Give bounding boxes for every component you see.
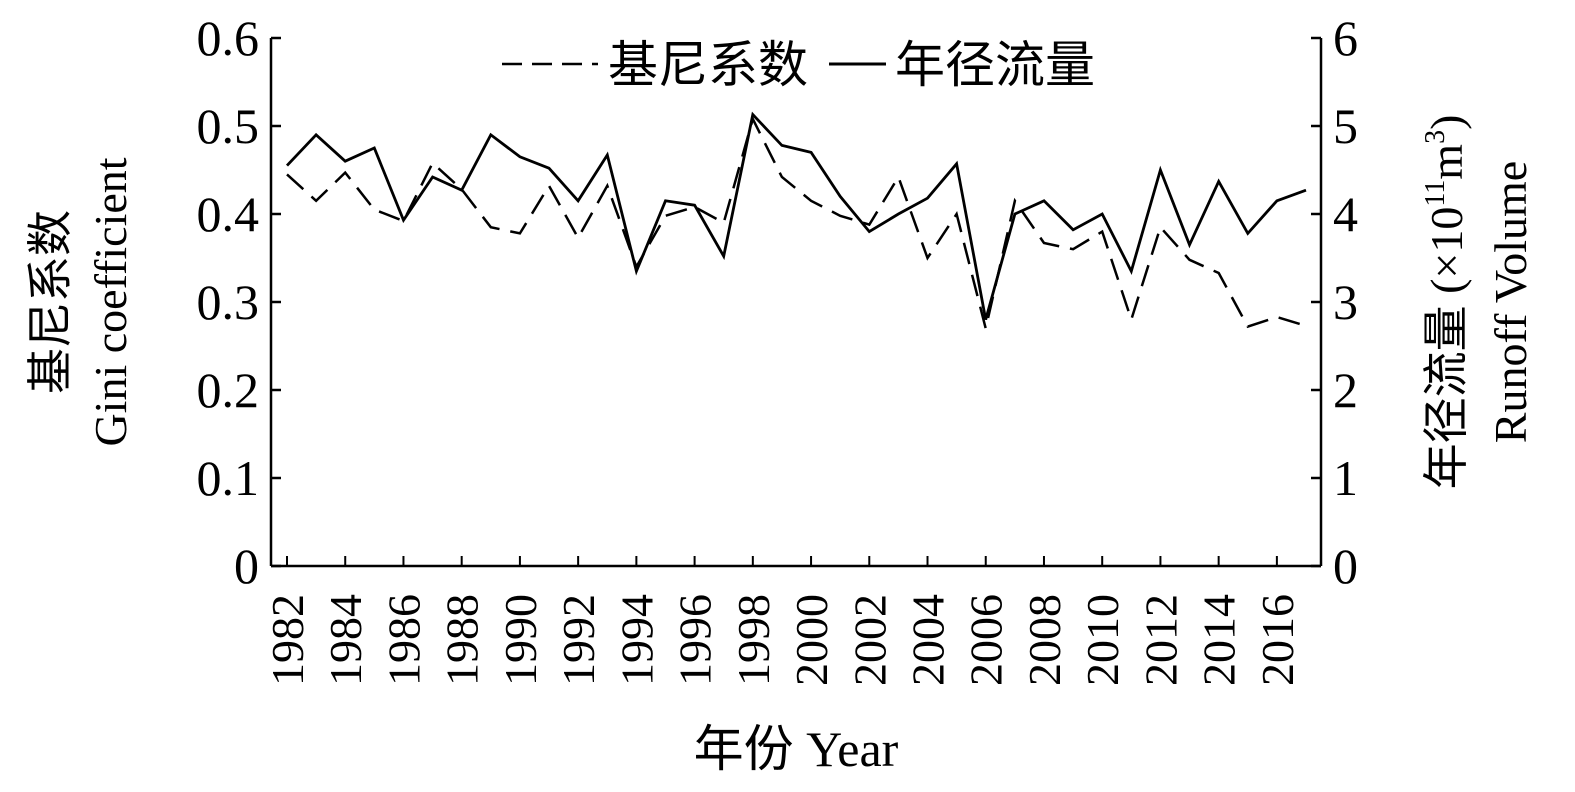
x-ticks: 1982 1984 1986 1988 1990 1992 1994 1996 1998 2000… [262,556,1303,686]
right-y-tick-label: 4 [1333,186,1358,242]
left-y-axis-title-en: Gini coefficient [85,157,136,446]
x-tick-label: 2014 [1194,594,1245,686]
left-y-tick-label: 0 [234,538,259,594]
left-y-tick-label: 0.2 [197,362,260,418]
x-tick-label: 1996 [670,594,721,686]
left-y-tick-label: 0.6 [197,10,260,66]
x-tick-label: 1990 [495,594,546,686]
left-y-axis-title-zh: 基尼系数 [25,210,76,394]
x-axis-title: 年份 Year [694,721,899,777]
left-y-tick-label: 0.1 [197,450,260,506]
x-tick-label: 2004 [903,594,954,686]
right-y-tick-label: 6 [1333,10,1358,66]
left-y-tick-label: 0.4 [197,186,260,242]
x-tick-label: 1992 [553,594,604,686]
x-tick-label: 1986 [378,594,429,686]
left-y-tick-label: 0.5 [197,98,260,154]
right-y-tick-label: 1 [1333,450,1358,506]
legend: 基尼系数 年径流量 [502,37,1095,93]
right-y-ticks: 0 1 2 3 4 5 6 [1311,10,1358,594]
right-y-axis-title-unit: m [1421,144,1472,180]
x-tick-label: 2006 [961,594,1012,686]
left-y-ticks: 0 0.1 0.2 0.3 0.4 0.5 0.6 [197,10,281,594]
x-tick-label: 2008 [1019,594,1070,686]
series-line-runoff [285,111,1307,320]
x-tick-label: 2002 [844,594,895,686]
right-y-axis-title-exp1: 11 [1420,180,1451,207]
x-tick-label: 1982 [262,594,313,686]
x-tick-label: 1998 [728,594,779,686]
right-y-axis-title-en: Runoff Volume [1485,161,1536,443]
x-tick-label: 2012 [1135,594,1186,686]
legend-label-runoff: 年径流量 [895,37,1095,93]
x-tick-label: 1994 [611,594,662,686]
series-line-gini [286,115,1307,329]
x-tick-label: 1984 [320,594,371,686]
right-y-tick-label: 3 [1333,274,1358,330]
right-y-axis-title-exp2: 3 [1420,130,1451,144]
x-tick-label: 2016 [1252,594,1303,686]
right-y-axis-title-close: ) [1421,115,1472,130]
right-y-tick-label: 5 [1333,98,1358,154]
right-y-axis-title-text: 年径流量 (×10 [1421,207,1472,490]
series-points [287,115,1306,329]
x-tick-label: 1988 [437,594,488,686]
right-y-axis-title-main: 年径流量 (×1011m3) [1420,115,1472,490]
x-tick-label: 2010 [1077,594,1128,686]
x-tick-label: 2000 [786,594,837,686]
legend-label-gini: 基尼系数 [608,37,808,93]
right-y-tick-label: 0 [1333,538,1358,594]
right-y-tick-label: 2 [1333,362,1358,418]
left-y-tick-label: 0.3 [197,274,260,330]
